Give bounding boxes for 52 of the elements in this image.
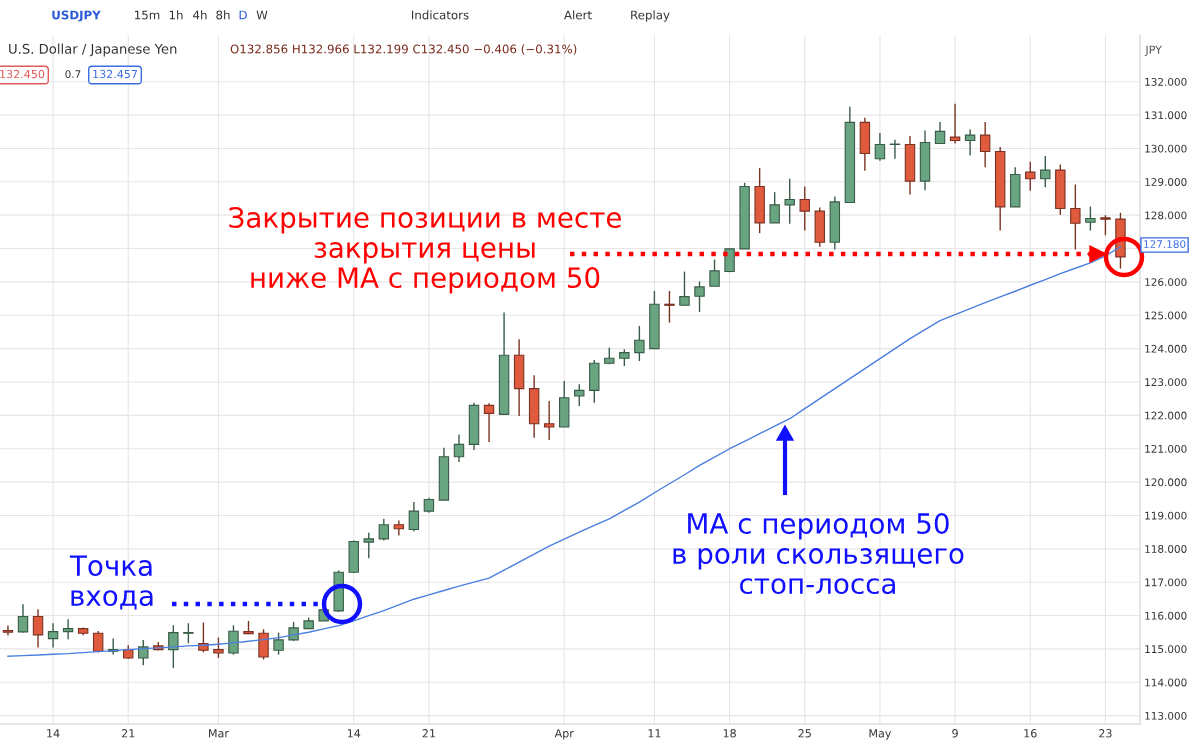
x-tick-label: 21 [121,729,135,738]
x-tick-label: 21 [422,729,435,738]
text: 127.180 [1144,240,1186,249]
x-tick-label: 9 [952,729,958,738]
annotation: МА с периодом 50 в роли скользящего стоп-лосса [673,513,964,595]
x-tick-label: 11 [648,729,661,738]
text: 8h [216,10,230,20]
y-tick-label: 120.000 [1145,478,1187,487]
text: 4h [193,10,207,20]
text: U.S. Dollar / Japanese Yen [9,43,177,57]
y-tick-label: 121.000 [1145,444,1187,453]
y-tick-label: 122.000 [1145,411,1187,420]
y-tick-label: 115.000 [1145,645,1187,654]
text: 15m [135,10,160,20]
x-tick-label: Mar [209,729,229,738]
x-tick-label: Apr [554,729,574,740]
y-tick-label: 118.000 [1145,545,1187,553]
y-tick-label: 117.000 [1145,578,1187,587]
annotation: 0.7 [65,70,81,79]
y-tick-label: 132.000 [1145,77,1187,86]
y-tick-label: 119.000 [1145,511,1187,520]
text: W [256,10,268,20]
text: Alert [564,10,592,20]
x-tick-label: 16 [1024,729,1037,738]
y-tick-label: 123.000 [1145,378,1187,387]
y-tick-label: 113.000 [1145,711,1187,720]
x-tick-label: May [869,729,892,740]
y-tick-label: 124.000 [1145,344,1187,353]
y-tick-label: 125.000 [1145,311,1187,320]
text: Indicators [412,10,469,20]
y-tick-label: 126.000 [1145,278,1187,287]
x-tick-label: 18 [723,729,736,738]
x-tick-label: 25 [798,729,811,738]
y-tick-label: 116.000 [1145,611,1187,620]
text: O132.856 H132.966 L132.199 C132.450 −0.406 (−0.31%) [230,44,577,55]
y-tick-label: 131.000 [1145,111,1187,120]
x-tick-label: 23 [1099,729,1112,738]
text: USDJPY [52,10,101,22]
annotation: Закрытие позиции в месте закрытия цены ниже МА с периодом 50 [229,207,621,294]
annotation: 132.450 [0,69,45,79]
x-tick-label: 14 [47,729,60,738]
annotation: 132.457 [93,69,138,79]
text: D [239,10,247,20]
text: 1h [169,10,183,20]
text: Replay [631,10,670,22]
y-axis-title: JPY [1144,45,1162,56]
x-tick-label: 14 [347,729,361,738]
y-tick-label: 128.000 [1145,211,1187,220]
y-tick-label: 130.000 [1145,144,1187,153]
annotation: Точка входа [69,555,153,610]
y-tick-label: 129.000 [1145,178,1187,186]
y-tick-label: 114.000 [1145,678,1187,687]
